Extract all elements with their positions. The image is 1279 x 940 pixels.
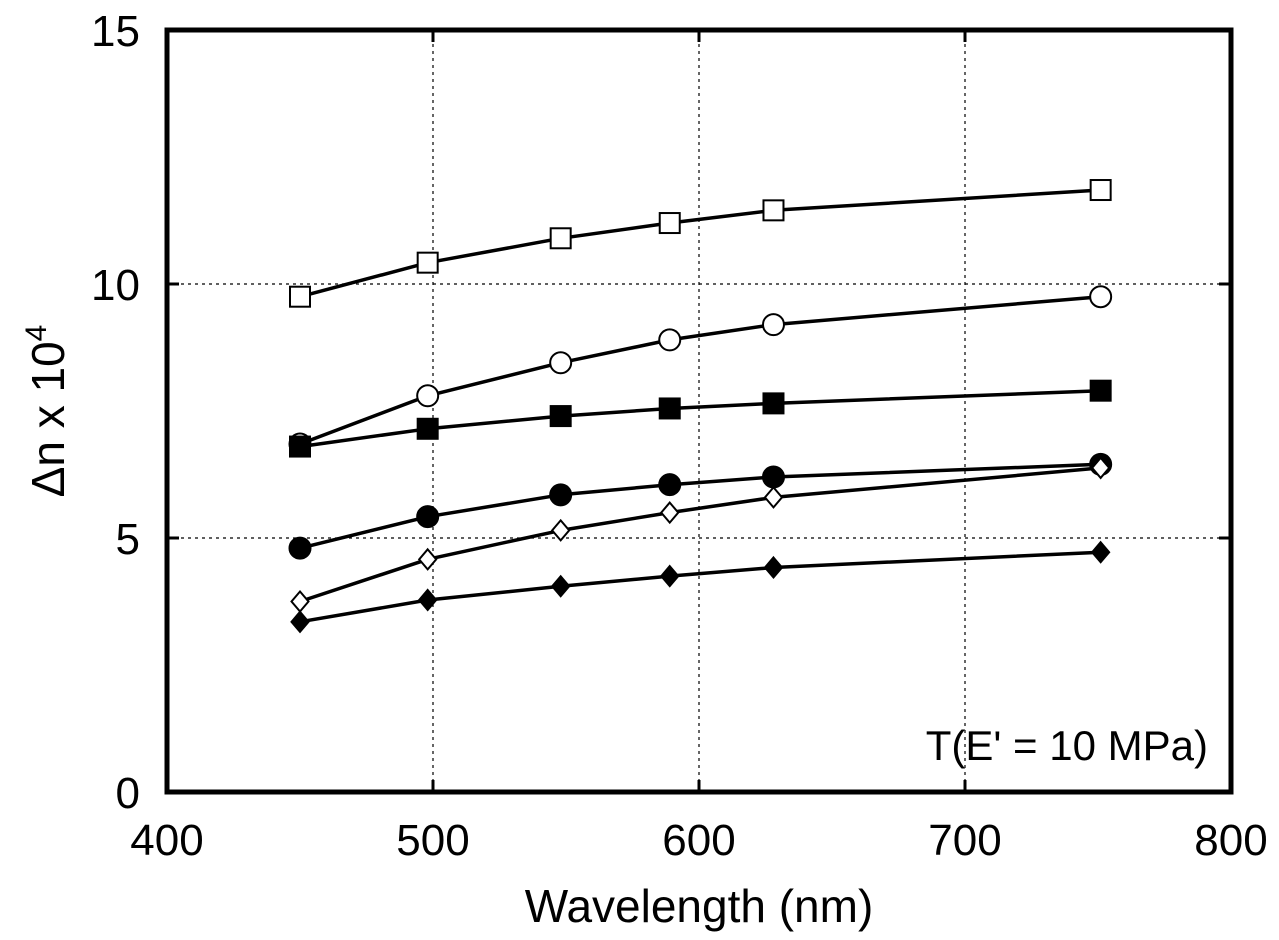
series-line [299, 188, 1101, 299]
data-point [549, 227, 572, 250]
data-point [549, 351, 573, 375]
data-point [289, 285, 311, 308]
data-point [658, 328, 682, 352]
data-point [417, 588, 438, 612]
data-point [658, 473, 682, 497]
y-tick-label: 5 [116, 515, 140, 564]
series-filled-diamond [290, 540, 1111, 634]
x-tick-label: 800 [1194, 816, 1267, 865]
data-point [1089, 285, 1113, 309]
data-point [1089, 179, 1112, 202]
series-filled-circle [288, 452, 1113, 560]
y-axis-label-base: Δn x 10 [22, 341, 74, 497]
x-axis-label: Wavelength (nm) [525, 880, 874, 932]
series-line [299, 462, 1101, 550]
data-point [290, 610, 310, 634]
data-point [416, 505, 440, 529]
data-point [550, 518, 571, 542]
y-axis-label-exponent: 4 [20, 325, 53, 342]
data-point [549, 405, 572, 428]
data-point [289, 435, 311, 458]
data-point [762, 199, 785, 222]
data-point [762, 392, 785, 415]
grid-lines [167, 30, 1231, 792]
data-point [416, 251, 439, 274]
data-point [417, 547, 438, 571]
data-point [1090, 456, 1111, 480]
data-point [290, 589, 310, 614]
data-point [763, 555, 784, 580]
series-layer [288, 179, 1113, 634]
series-open-square [289, 179, 1112, 308]
x-tick-label: 700 [928, 816, 1001, 865]
data-point [549, 483, 573, 507]
axis-ticks [165, 28, 1233, 794]
x-tick-label: 400 [130, 816, 203, 865]
data-point [288, 536, 312, 560]
data-point [761, 465, 785, 489]
data-point [763, 485, 784, 509]
series-line [299, 466, 1101, 604]
y-tick-label: 0 [116, 769, 140, 818]
series-line [299, 550, 1101, 624]
data-point [1090, 540, 1111, 564]
data-point [550, 574, 571, 598]
y-tick-label: 10 [91, 261, 140, 310]
data-point [1089, 379, 1112, 402]
y-axis-label: Δn x 104 [20, 325, 74, 498]
x-tick-label: 500 [396, 816, 469, 865]
tick-labels: 400 500 600 700 800 0 5 10 15 [91, 7, 1268, 865]
data-point [761, 313, 785, 337]
data-point [416, 384, 440, 408]
annotation-label: T(E' = 10 MPa) [926, 722, 1208, 769]
series-filled-square [289, 379, 1112, 458]
series-line [299, 388, 1101, 449]
data-point [416, 417, 439, 440]
series-line [299, 294, 1101, 446]
series-open-diamond [290, 456, 1111, 614]
data-point [658, 212, 681, 235]
x-tick-label: 600 [662, 816, 735, 865]
y-tick-label: 15 [91, 7, 140, 56]
data-point [659, 564, 680, 588]
data-point [658, 397, 681, 420]
data-point [659, 501, 680, 525]
